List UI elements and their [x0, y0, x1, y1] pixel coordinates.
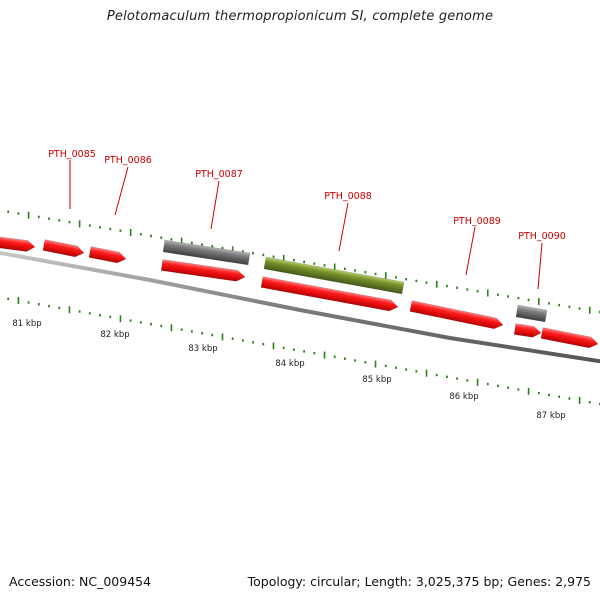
- kbp-label-85: 85 kbp: [362, 375, 391, 385]
- gene-pth-0085-arrow[interactable]: [0, 236, 36, 253]
- gene-pth-0086-arrow[interactable]: [42, 239, 85, 259]
- gene-label-pth-0089[interactable]: PTH_0089: [453, 216, 501, 227]
- gene-label-line: [537, 242, 543, 290]
- gene-label-pth-0087[interactable]: PTH_0087: [195, 169, 243, 180]
- gene-label-lines: [69, 160, 543, 290]
- gene-arrow[interactable]: [88, 246, 127, 265]
- kbp-label-84: 84 kbp: [275, 359, 304, 369]
- gene-label-pth-0090[interactable]: PTH_0090: [518, 231, 566, 242]
- gene-arrow[interactable]: [540, 327, 599, 350]
- kbp-label-83: 83 kbp: [188, 344, 217, 354]
- gene-features[interactable]: [0, 236, 599, 350]
- gene-label-line: [338, 202, 349, 252]
- gene-pth-0089-arrow[interactable]: [409, 300, 504, 331]
- tick-marks: [7, 210, 600, 406]
- kbp-label-86: 86 kbp: [449, 392, 478, 402]
- gene-pth-0090-rna[interactable]: [515, 304, 548, 323]
- gene-label-pth-0085[interactable]: PTH_0085: [48, 149, 96, 160]
- genome-summary-text: Topology: circular; Length: 3,025,375 bp…: [247, 574, 591, 589]
- kbp-label-82: 82 kbp: [100, 330, 129, 340]
- gene-pth-0088-feature[interactable]: [263, 256, 405, 295]
- gene-pth-0090-arrow[interactable]: [513, 323, 542, 339]
- gene-label-pth-0086[interactable]: PTH_0086: [104, 155, 152, 166]
- kbp-label-87: 87 kbp: [536, 411, 565, 421]
- gene-label-pth-0088[interactable]: PTH_0088: [324, 191, 372, 202]
- genome-title: Pelotomaculum thermopropionicum SI, comp…: [106, 9, 494, 24]
- gene-pth-0087-rna[interactable]: [162, 239, 251, 266]
- gene-label-line: [210, 180, 220, 230]
- kbp-label-81: 81 kbp: [12, 319, 41, 329]
- gene-label-line: [114, 166, 129, 216]
- accession-text: Accession: NC_009454: [9, 574, 152, 589]
- gene-arrow[interactable]: [260, 276, 399, 313]
- genome-backbone: [0, 250, 600, 364]
- gene-arrow[interactable]: [160, 259, 246, 283]
- gene-label-line: [465, 226, 476, 276]
